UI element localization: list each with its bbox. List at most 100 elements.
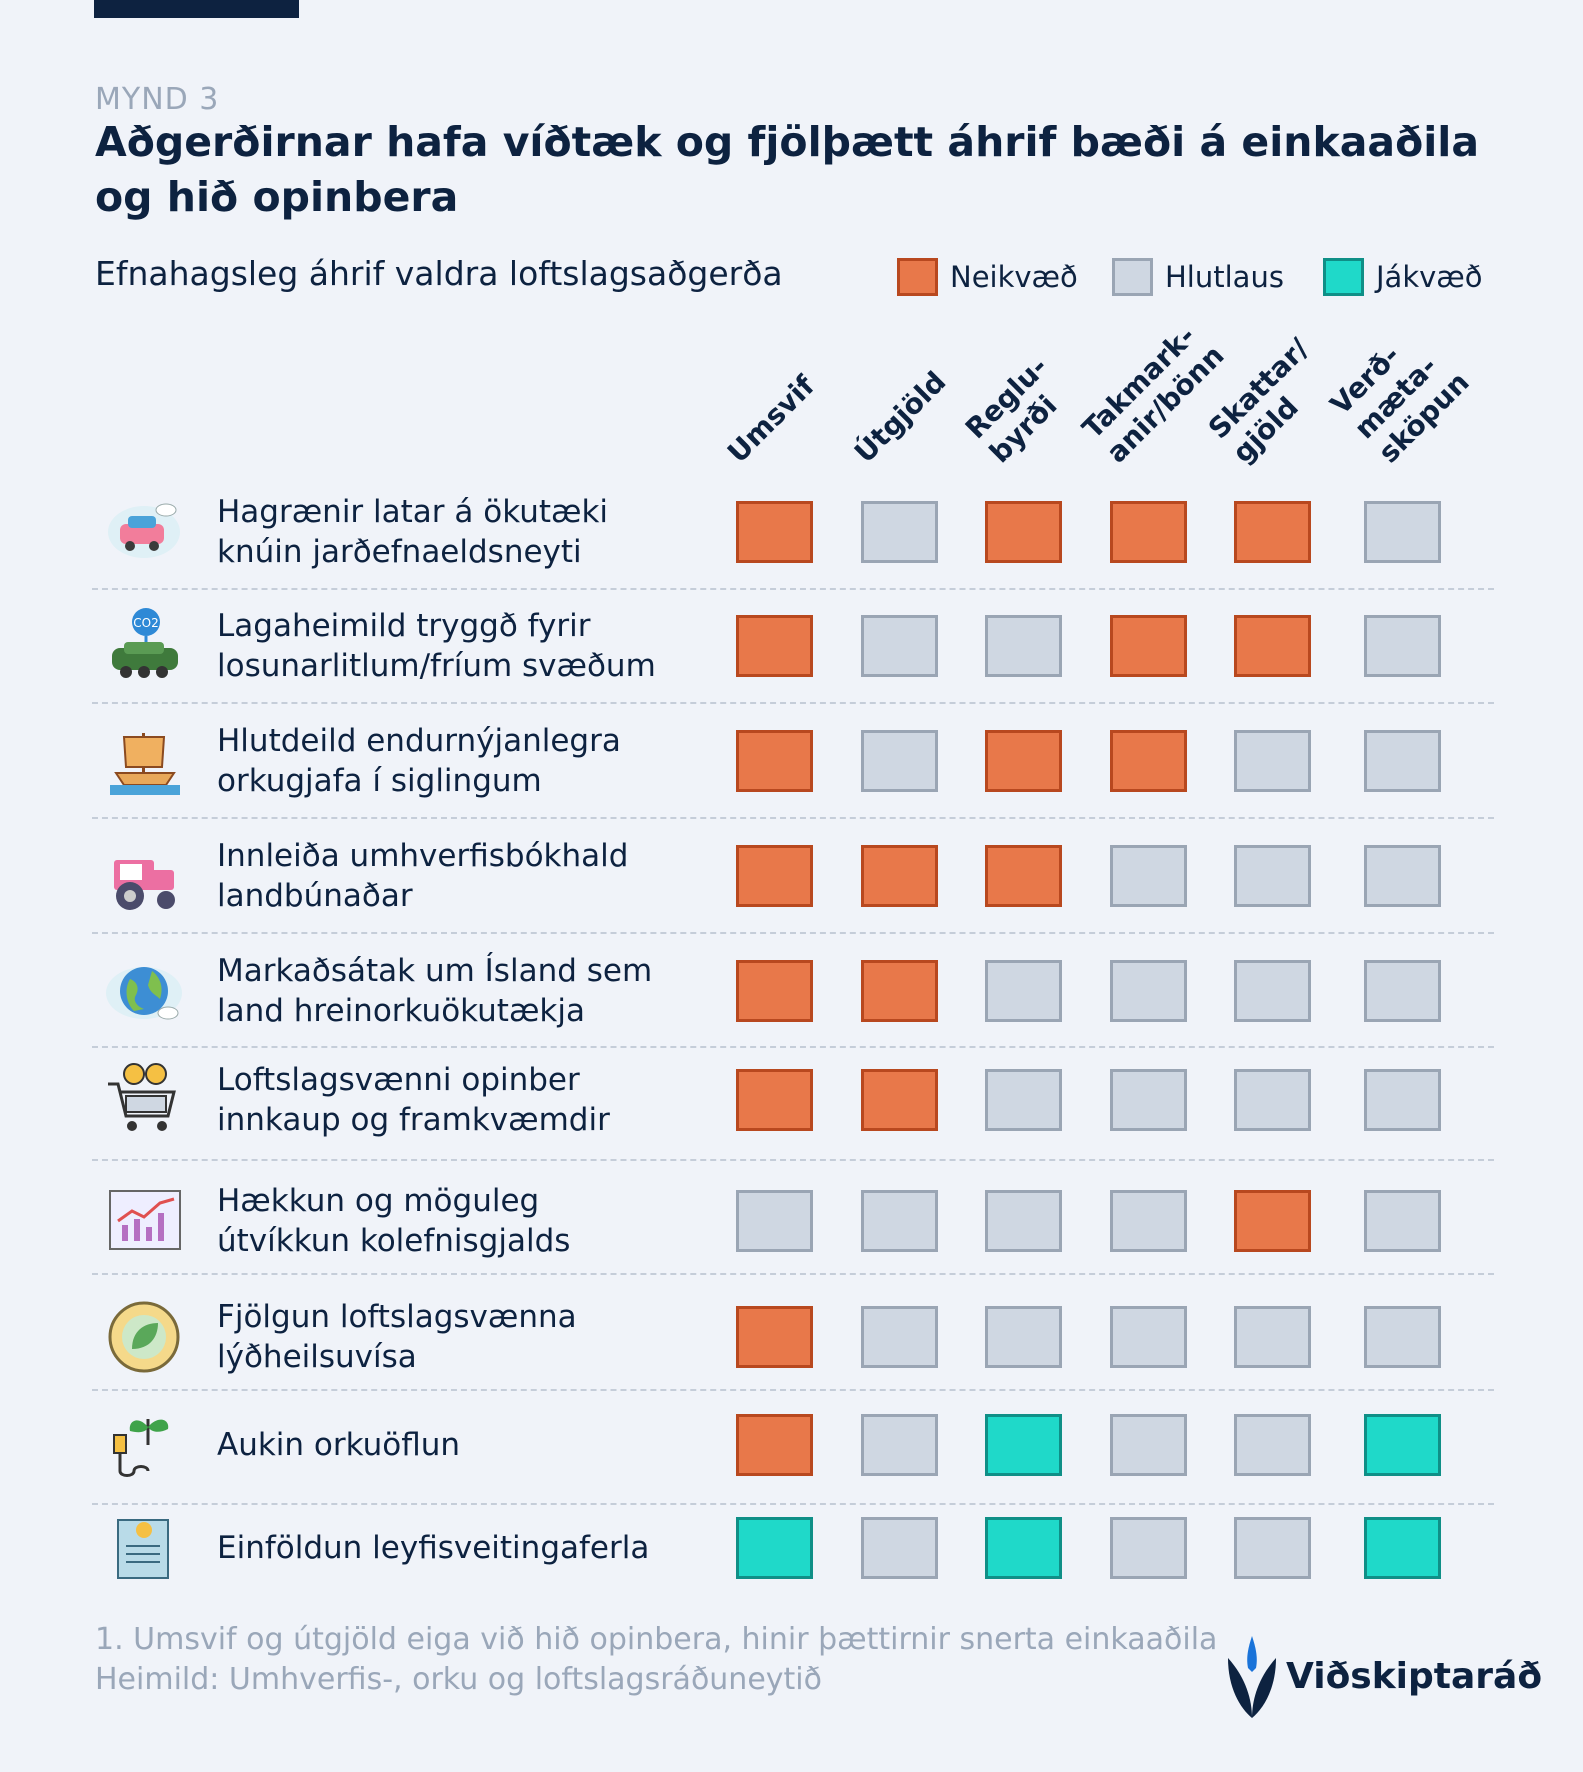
column-header-4: Takmark-anir/bönn [1076,315,1231,470]
row-label: Innleiða umhverfisbókhald landbúnaðar [217,836,628,916]
impact-cell [985,1190,1062,1252]
impact-cell [1364,1517,1441,1579]
chart-icon [104,1181,184,1261]
plug-plant-icon [104,1405,184,1485]
impact-cell [736,501,813,563]
row-label-line: Hlutdeild endurnýjanlegra [217,723,621,759]
impact-cell [861,730,938,792]
impact-cell [1110,1414,1187,1476]
row-label-line: landbúnaðar [217,878,413,914]
impact-cell [1234,1414,1311,1476]
row-label-line: Aukin orkuöflun [217,1427,461,1463]
impact-cell [1234,501,1311,563]
row-label: Einföldun leyfisveitingaferla [217,1528,649,1568]
row-label-line: útvíkkun kolefnisgjalds [217,1223,571,1259]
row-label-line: Lagaheimild tryggð fyrir [217,608,591,644]
legend-item-neutral: Hlutlaus [1112,258,1284,296]
impact-cell [1110,1069,1187,1131]
legend-item-positive: Jákvæð [1323,258,1483,296]
impact-cell [736,845,813,907]
row-divider [92,932,1494,934]
legend-swatch-negative [897,258,938,296]
leaf-icon [104,1297,184,1377]
impact-cell [1110,501,1187,563]
column-header-5: Skattar/gjöld [1202,332,1340,470]
impact-cell [1234,730,1311,792]
top-accent-bar [94,0,299,18]
ship-icon [104,721,184,801]
impact-cell [985,1517,1062,1579]
impact-cell [985,501,1062,563]
impact-cell [861,1306,938,1368]
impact-cell [1234,1069,1311,1131]
row-label-line: Loftslagsvænni opinber [217,1062,580,1098]
figure-label: MYND 3 [95,82,220,117]
impact-cell [1364,1414,1441,1476]
row-label-line: Einföldun leyfisveitingaferla [217,1530,650,1566]
impact-cell [1364,1306,1441,1368]
row-divider [92,1159,1494,1161]
impact-cell [1364,615,1441,677]
impact-cell [1110,1517,1187,1579]
impact-cell [861,501,938,563]
impact-cell [861,845,938,907]
row-label-line: knúin jarðefnaeldsneyti [217,534,582,570]
impact-cell [1364,730,1441,792]
impact-cell [985,960,1062,1022]
impact-cell [985,1414,1062,1476]
row-label: Markaðsátak um Ísland sem land hreinorkuö… [217,951,652,1031]
impact-cell [1234,960,1311,1022]
row-label-line: Hagrænir latar á ökutæki [217,494,609,530]
row-label: Lagaheimild tryggð fyrir losunarlitlum/fr… [217,606,656,686]
impact-cell [985,730,1062,792]
chart-title: Aðgerðirnar hafa víðtæk og fjölþætt áhri… [95,118,1480,221]
impact-cell [861,1190,938,1252]
co2-car-icon: CO2 [104,606,184,686]
row-label-line: Innleiða umhverfisbókhald [217,838,629,874]
tractor-icon [104,836,184,916]
impact-cell [736,615,813,677]
row-label: Hlutdeild endurnýjanlegra orkugjafa í sig… [217,721,621,801]
row-label-line: innkaup og framkvæmdir [217,1102,610,1138]
impact-cell [736,1190,813,1252]
car-cloud-icon [104,492,184,572]
row-label-line: orkugjafa í siglingum [217,763,542,799]
impact-cell [1364,1190,1441,1252]
logo-mark-icon [1228,1636,1276,1718]
column-header-1: Umsvif [721,369,822,470]
row-divider [92,588,1494,590]
impact-cell [736,1069,813,1131]
row-divider [92,1273,1494,1275]
impact-cell [1110,1306,1187,1368]
row-divider [92,1503,1494,1505]
row-label: Hækkun og möguleg útvíkkun kolefnisgjalds [217,1181,570,1261]
column-header-6: Verð-mæta-sköpun [1324,317,1477,470]
impact-cell [861,1517,938,1579]
logo-text: Viðskiptaráð [1286,1655,1543,1697]
impact-cell [736,1517,813,1579]
svg-text:CO2: CO2 [133,616,158,630]
legend-swatch-neutral [1112,258,1153,296]
chart-subtitle: Efnahagsleg áhrif valdra loftslagsaðgerð… [95,254,783,293]
legend-label-neutral: Hlutlaus [1165,260,1284,294]
row-label-line: Markaðsátak um Ísland sem [217,953,653,989]
row-label: Loftslagsvænni opinber innkaup og framkvæ… [217,1060,610,1140]
impact-cell [1110,845,1187,907]
impact-cell [985,1069,1062,1131]
impact-cell [985,615,1062,677]
row-label: Fjölgun loftslagsvænna lýðheilsuvísa [217,1297,577,1377]
impact-cell [985,1306,1062,1368]
column-header-3: Reglu-byrði [959,350,1079,470]
impact-cell [861,960,938,1022]
impact-cell [985,845,1062,907]
row-divider [92,1046,1494,1048]
impact-cell [861,615,938,677]
impact-cell [1110,730,1187,792]
document-icon [104,1508,184,1588]
impact-cell [736,1306,813,1368]
impact-cell [736,960,813,1022]
row-divider [92,817,1494,819]
column-header-2: Útgjöld [848,365,953,470]
impact-cell [1364,501,1441,563]
legend-swatch-positive [1323,258,1364,296]
